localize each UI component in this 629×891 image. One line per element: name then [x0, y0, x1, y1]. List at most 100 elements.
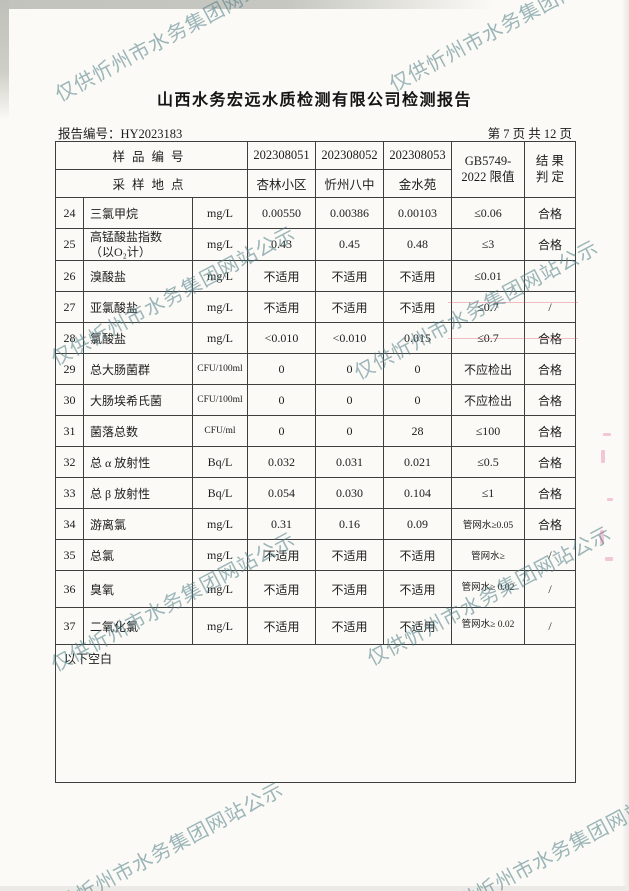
scan-edge-top — [0, 0, 520, 9]
table-row-37: 37 二氧化氯 mg/L 不适用 不适用 不适用 管网水≥ 0.02 / — [55, 607, 576, 645]
value-sample-3: 0.09 — [383, 508, 452, 540]
results-table: 样品编号 202308051 202308052 202308053 GB574… — [55, 141, 576, 783]
param-name: 溴酸盐 — [83, 260, 193, 292]
row-index: 25 — [55, 228, 84, 261]
result-value: 合格 — [524, 508, 576, 540]
limit-value: ≤100 — [451, 415, 525, 447]
value-sample-1: 0.054 — [247, 477, 316, 509]
location-2: 忻州八中 — [315, 169, 384, 198]
param-name: 臭氧 — [83, 570, 193, 608]
limit-value: ≤0.7 — [451, 322, 525, 354]
param-unit: mg/L — [192, 228, 248, 261]
param-unit: mg/L — [192, 322, 248, 354]
table-row-31: 31 菌落总数 CFU/ml 0 0 28 ≤100 合格 — [55, 415, 576, 447]
row-index: 24 — [55, 197, 84, 229]
value-sample-3: 不适用 — [383, 291, 452, 323]
value-sample-2: 0.030 — [315, 477, 384, 509]
value-sample-3: 0.00103 — [383, 197, 452, 229]
result-value: / — [524, 607, 576, 645]
param-unit: mg/L — [192, 570, 248, 608]
row-index: 34 — [55, 508, 84, 540]
result-value: 合格 — [524, 353, 576, 385]
value-sample-3: 0 — [383, 384, 452, 416]
value-sample-1: 0.032 — [247, 446, 316, 478]
param-name: 总大肠菌群 — [83, 353, 193, 385]
scan-edge-bottom — [0, 886, 629, 891]
sample-id-3: 202308053 — [383, 141, 452, 170]
row-index: 27 — [55, 291, 84, 323]
stamp-bleed-mark — [605, 557, 613, 561]
value-sample-3: 0.021 — [383, 446, 452, 478]
result-value — [524, 260, 576, 292]
result-value: 合格 — [524, 228, 576, 261]
value-sample-2: 不适用 — [315, 260, 384, 292]
table-row-24: 24 三氯甲烷 mg/L 0.00550 0.00386 0.00103 ≤0.… — [55, 197, 576, 229]
limit-value: ≤0.06 — [451, 197, 525, 229]
table-row-29: 29 总大肠菌群 CFU/100ml 0 0 0 不应检出 合格 — [55, 353, 576, 385]
table-row-35: 35 总氯 mg/L 不适用 不适用 不适用 管网水≥ / — [55, 539, 576, 571]
result-value: 合格 — [524, 415, 576, 447]
limit-value: 不应检出 — [451, 353, 525, 385]
row-index: 30 — [55, 384, 84, 416]
value-sample-2: 0.45 — [315, 228, 384, 261]
row-index: 31 — [55, 415, 84, 447]
result-value: 合格 — [524, 446, 576, 478]
param-unit: CFU/100ml — [192, 384, 248, 416]
sample-no-label: 样品编号 — [55, 141, 248, 170]
value-sample-3: 0.48 — [383, 228, 452, 261]
value-sample-2: 不适用 — [315, 570, 384, 608]
value-sample-1: 0.31 — [247, 508, 316, 540]
row-index: 37 — [55, 607, 84, 645]
param-unit: mg/L — [192, 291, 248, 323]
result-value: / — [524, 291, 576, 323]
param-unit: mg/L — [192, 508, 248, 540]
table-row-36: 36 臭氧 mg/L 不适用 不适用 不适用 管网水≥ 0.02 / — [55, 570, 576, 608]
location-label: 采样地点 — [55, 169, 248, 198]
value-sample-2: 不适用 — [315, 607, 384, 645]
watermark: 仅供忻州市水务集团网站公示 — [36, 778, 288, 891]
param-unit: mg/L — [192, 197, 248, 229]
table-row-32: 32 总 α 放射性 Bq/L 0.032 0.031 0.021 ≤0.5 合… — [55, 446, 576, 478]
param-name: 三氯甲烷 — [83, 197, 193, 229]
param-name: 菌落总数 — [83, 415, 193, 447]
row-index: 32 — [55, 446, 84, 478]
value-sample-2: <0.010 — [315, 322, 384, 354]
page-title: 山西水务宏远水质检测有限公司检测报告 — [156, 92, 472, 109]
param-unit: mg/L — [192, 539, 248, 571]
table-row-34: 34 游离氯 mg/L 0.31 0.16 0.09 管网水≥0.05 合格 — [55, 508, 576, 540]
limit-value: 不应检出 — [451, 384, 525, 416]
param-name: 亚氯酸盐 — [83, 291, 193, 323]
value-sample-2: 0 — [315, 353, 384, 385]
value-sample-1: 不适用 — [247, 260, 316, 292]
limit-value: 管网水≥ 0.02 — [451, 570, 525, 608]
limit-value: ≤3 — [451, 228, 525, 261]
sample-id-2: 202308052 — [315, 141, 384, 170]
param-unit: CFU/ml — [192, 415, 248, 447]
param-name: 总 β 放射性 — [83, 477, 193, 509]
result-value: 合格 — [524, 322, 576, 354]
report-number: 报告编号：HY2023183 — [58, 127, 183, 141]
value-sample-2: 0.00386 — [315, 197, 384, 229]
value-sample-3: 0 — [383, 353, 452, 385]
value-sample-1: 不适用 — [247, 570, 316, 608]
stamp-bleed-line — [448, 338, 578, 339]
table-row-30: 30 大肠埃希氏菌 CFU/100ml 0 0 0 不应检出 合格 — [55, 384, 576, 416]
limit-value: ≤0.5 — [451, 446, 525, 478]
result-value: / — [524, 570, 576, 608]
row-index: 33 — [55, 477, 84, 509]
limit-value: ≤0.7 — [451, 291, 525, 323]
value-sample-3: 0.104 — [383, 477, 452, 509]
stamp-bleed-mark — [600, 530, 604, 544]
scan-edge-left — [0, 0, 9, 120]
stamp-bleed-line — [448, 302, 578, 303]
row-index: 35 — [55, 539, 84, 571]
value-sample-3: 0.015 — [383, 322, 452, 354]
result-value: 合格 — [524, 384, 576, 416]
value-sample-1: 0.43 — [247, 228, 316, 261]
limit-value: 管网水≥ — [451, 539, 525, 571]
table-row-27: 27 亚氯酸盐 mg/L 不适用 不适用 不适用 ≤0.7 / — [55, 291, 576, 323]
value-sample-2: 0.16 — [315, 508, 384, 540]
value-sample-3: 不适用 — [383, 607, 452, 645]
table-row-blank: 以下空白 — [55, 644, 576, 783]
param-name: 高锰酸盐指数 （以O₂计） — [83, 228, 193, 261]
